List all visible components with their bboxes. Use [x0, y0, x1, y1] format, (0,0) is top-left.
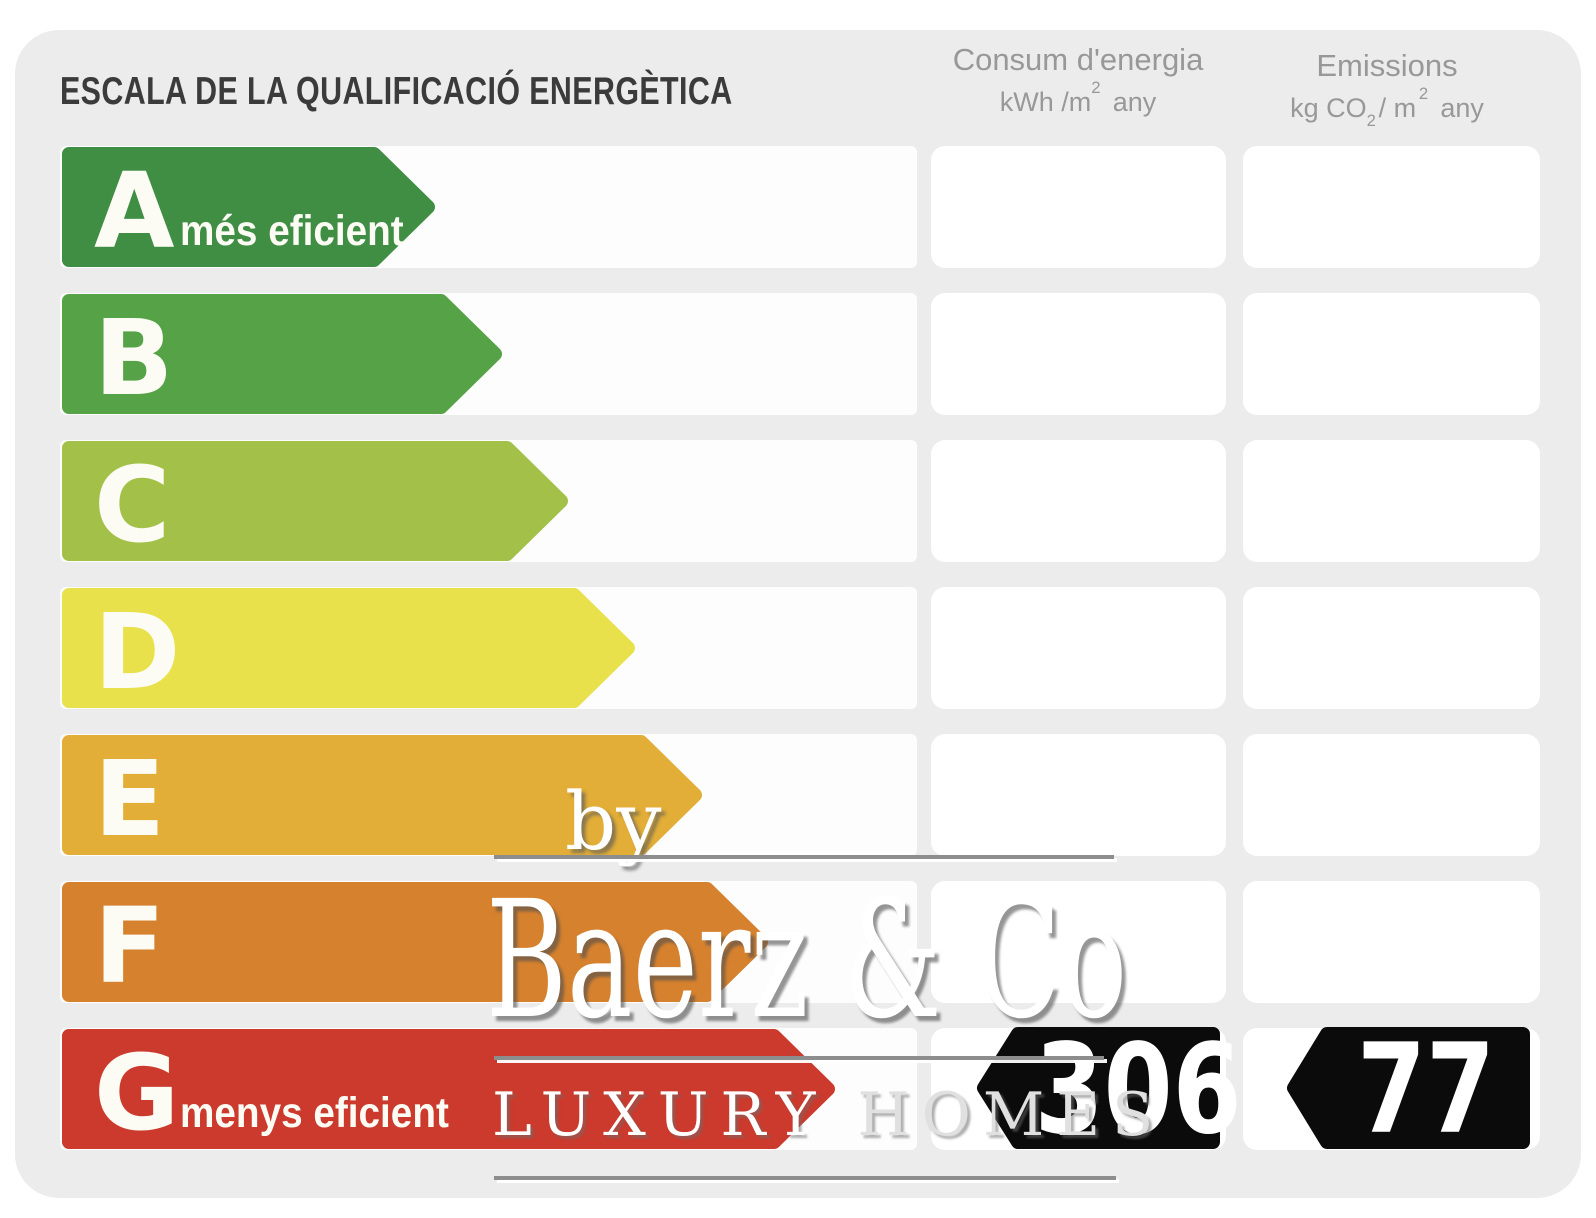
- energy-cell: [931, 587, 1226, 709]
- energy-cell: [931, 146, 1226, 268]
- energy-value-arrow: [977, 1027, 1220, 1149]
- rating-letter: F: [94, 885, 166, 1007]
- rating-letter: E: [94, 738, 166, 860]
- emissions-unit-post: any: [1440, 93, 1484, 123]
- watermark-by: by: [565, 775, 662, 868]
- page-title: ESCALA DE LA QUALIFICACIÓ ENERGÈTICA: [60, 70, 733, 113]
- energy-column-header: Consum d'energia kWh /m2 any: [930, 42, 1226, 118]
- rating-letter: D: [94, 591, 181, 713]
- efficiency-label: més eficient: [180, 207, 404, 255]
- scale-row-b: B: [0, 293, 1596, 419]
- emissions-unit-sub: 2: [1366, 111, 1376, 131]
- watermark-tagline: LUXURY HOMES: [492, 1085, 1165, 1145]
- watermark-word-luxury: LUXURY: [492, 1080, 828, 1150]
- scale-row-c: C: [0, 440, 1596, 566]
- emissions-cell: [1243, 293, 1540, 415]
- emissions-unit-mid: / m: [1378, 93, 1417, 123]
- watermark-word-homes: HOMES: [857, 1080, 1166, 1150]
- scale-row-f: F: [0, 881, 1596, 1007]
- emissions-column-title: Emissions: [1316, 48, 1458, 83]
- emissions-unit-text: kg CO: [1290, 93, 1367, 123]
- emissions-value: 77: [1356, 1018, 1496, 1162]
- scale-row-a: A més eficient: [0, 146, 1596, 272]
- watermark-brand: Baerz & Co: [486, 867, 1128, 1055]
- energy-cell: [931, 440, 1226, 562]
- rating-arrow-a: [62, 147, 435, 267]
- watermark-divider-middle: [494, 1056, 1104, 1060]
- watermark-divider-top: [494, 855, 1114, 859]
- emissions-unit-sup: 2: [1418, 84, 1429, 104]
- scale-row-d: D: [0, 587, 1596, 713]
- rating-arrow-f: [62, 882, 768, 1002]
- emissions-column-header: Emissions kg CO2/ m 2 any: [1237, 48, 1537, 131]
- energy-cell: [931, 881, 1226, 1003]
- rating-arrow-b: [62, 294, 502, 414]
- rating-arrow-c: [62, 441, 568, 561]
- energy-column-title: Consum d'energia: [952, 42, 1204, 77]
- emissions-cell: [1243, 734, 1540, 856]
- scale-row-e: E: [0, 734, 1596, 860]
- emissions-cell: [1243, 587, 1540, 709]
- energy-unit-post: any: [1112, 87, 1157, 117]
- emissions-cell: [1243, 881, 1540, 1003]
- rating-arrow-e: [62, 735, 702, 855]
- efficiency-label: menys eficient: [180, 1089, 449, 1137]
- rating-arrow-d: [62, 588, 635, 708]
- watermark-divider-bottom: [494, 1176, 1116, 1180]
- emissions-value-arrow: [1287, 1027, 1530, 1149]
- energy-column-unit: kWh /m2 any: [930, 78, 1226, 118]
- energy-value: 306: [1034, 1018, 1242, 1162]
- energy-unit-text: kWh /m: [999, 87, 1092, 117]
- energy-unit-sup: 2: [1091, 78, 1101, 98]
- energy-cell: [931, 734, 1226, 856]
- emissions-column-unit: kg CO2/ m 2 any: [1237, 84, 1537, 131]
- rating-letter: A: [94, 150, 175, 272]
- emissions-cell: [1243, 146, 1540, 268]
- rating-letter: C: [94, 444, 171, 566]
- emissions-cell: [1243, 440, 1540, 562]
- rating-arrow-g: [62, 1029, 835, 1149]
- rating-letter: G: [94, 1032, 180, 1154]
- rating-letter: B: [94, 297, 174, 419]
- energy-cell: [931, 293, 1226, 415]
